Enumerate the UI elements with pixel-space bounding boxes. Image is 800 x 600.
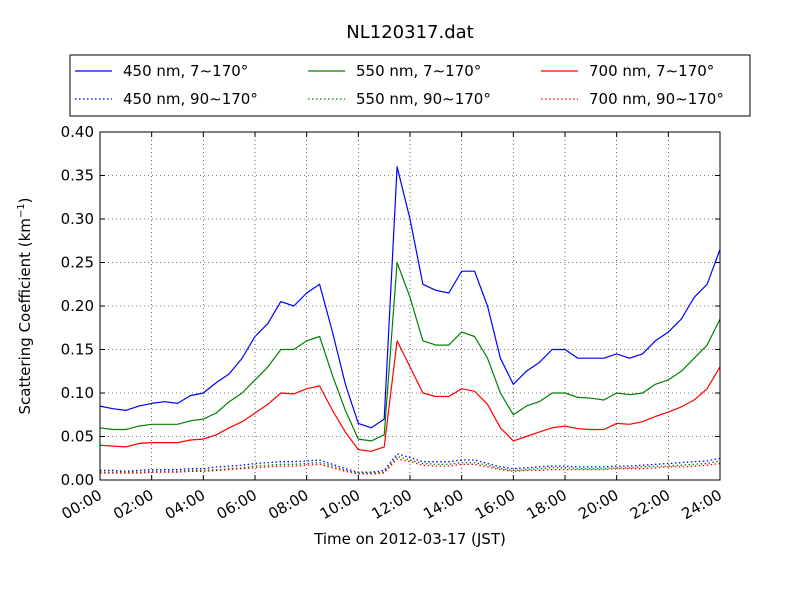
y-tick-label: 0.25 [61, 254, 94, 272]
legend-label-4: 550 nm, 90∼170° [356, 90, 491, 108]
x-tick-label: 06:00 [214, 486, 260, 523]
y-axis-label-sup: −1 [16, 203, 27, 218]
legend-frame [69, 54, 751, 117]
legend-label-5: 700 nm, 90∼170° [589, 90, 724, 108]
x-tick-label: 02:00 [110, 486, 156, 523]
y-tick-label: 0.30 [61, 210, 94, 228]
y-tick-label: 0.05 [61, 428, 94, 446]
y-tick-label: 0.10 [61, 384, 94, 402]
legend: 450 nm, 7∼170° 550 nm, 7∼170° 700 nm, 7∼17… [69, 54, 751, 117]
x-tick-label: 16:00 [472, 486, 518, 523]
x-tick-label: 20:00 [575, 486, 621, 523]
y-tick-label: 0.20 [61, 297, 94, 315]
x-axis-label: Time on 2012-03-17 (JST) [313, 530, 506, 548]
legend-label-1: 550 nm, 7∼170° [356, 62, 481, 80]
x-tick-label: 08:00 [265, 486, 311, 523]
x-tick-label: 24:00 [679, 486, 725, 523]
series-line-4 [100, 455, 721, 474]
y-axis-label-main: Scattering Coefficient (km [16, 218, 34, 414]
x-tick-label: 10:00 [317, 486, 363, 523]
y-axis-label: Scattering Coefficient (km−1) [16, 197, 34, 414]
y-tick-label: 0.00 [61, 471, 94, 489]
y-axis-label-end: ) [16, 197, 34, 203]
y-tick-label: 0.35 [61, 167, 94, 185]
legend-label-2: 700 nm, 7∼170° [589, 62, 714, 80]
chart-title: NL120317.dat [346, 22, 473, 43]
y-tick-label: 0.15 [61, 341, 94, 359]
x-tick-label: 12:00 [369, 486, 415, 523]
legend-label-3: 450 nm, 90∼170° [123, 90, 258, 108]
series-line-2 [99, 340, 721, 452]
x-tick-label: 00:00 [59, 486, 105, 523]
x-tick-label: 18:00 [524, 486, 570, 523]
legend-label-0: 450 nm, 7∼170° [123, 62, 248, 80]
grid-lines [100, 132, 720, 480]
y-tick-label: 0.40 [61, 123, 94, 141]
series-line-0 [99, 166, 721, 429]
x-tick-label: 04:00 [162, 486, 208, 523]
x-tick-label: 14:00 [420, 486, 466, 523]
series-line-1 [99, 261, 721, 442]
series-line-3 [100, 453, 721, 473]
series-layer [99, 166, 721, 475]
axis-ticks: 00:00 02:00 04:00 06:00 08:00 10:00 12:00 14:00… [59, 123, 725, 523]
x-tick-label: 22:00 [627, 486, 673, 523]
